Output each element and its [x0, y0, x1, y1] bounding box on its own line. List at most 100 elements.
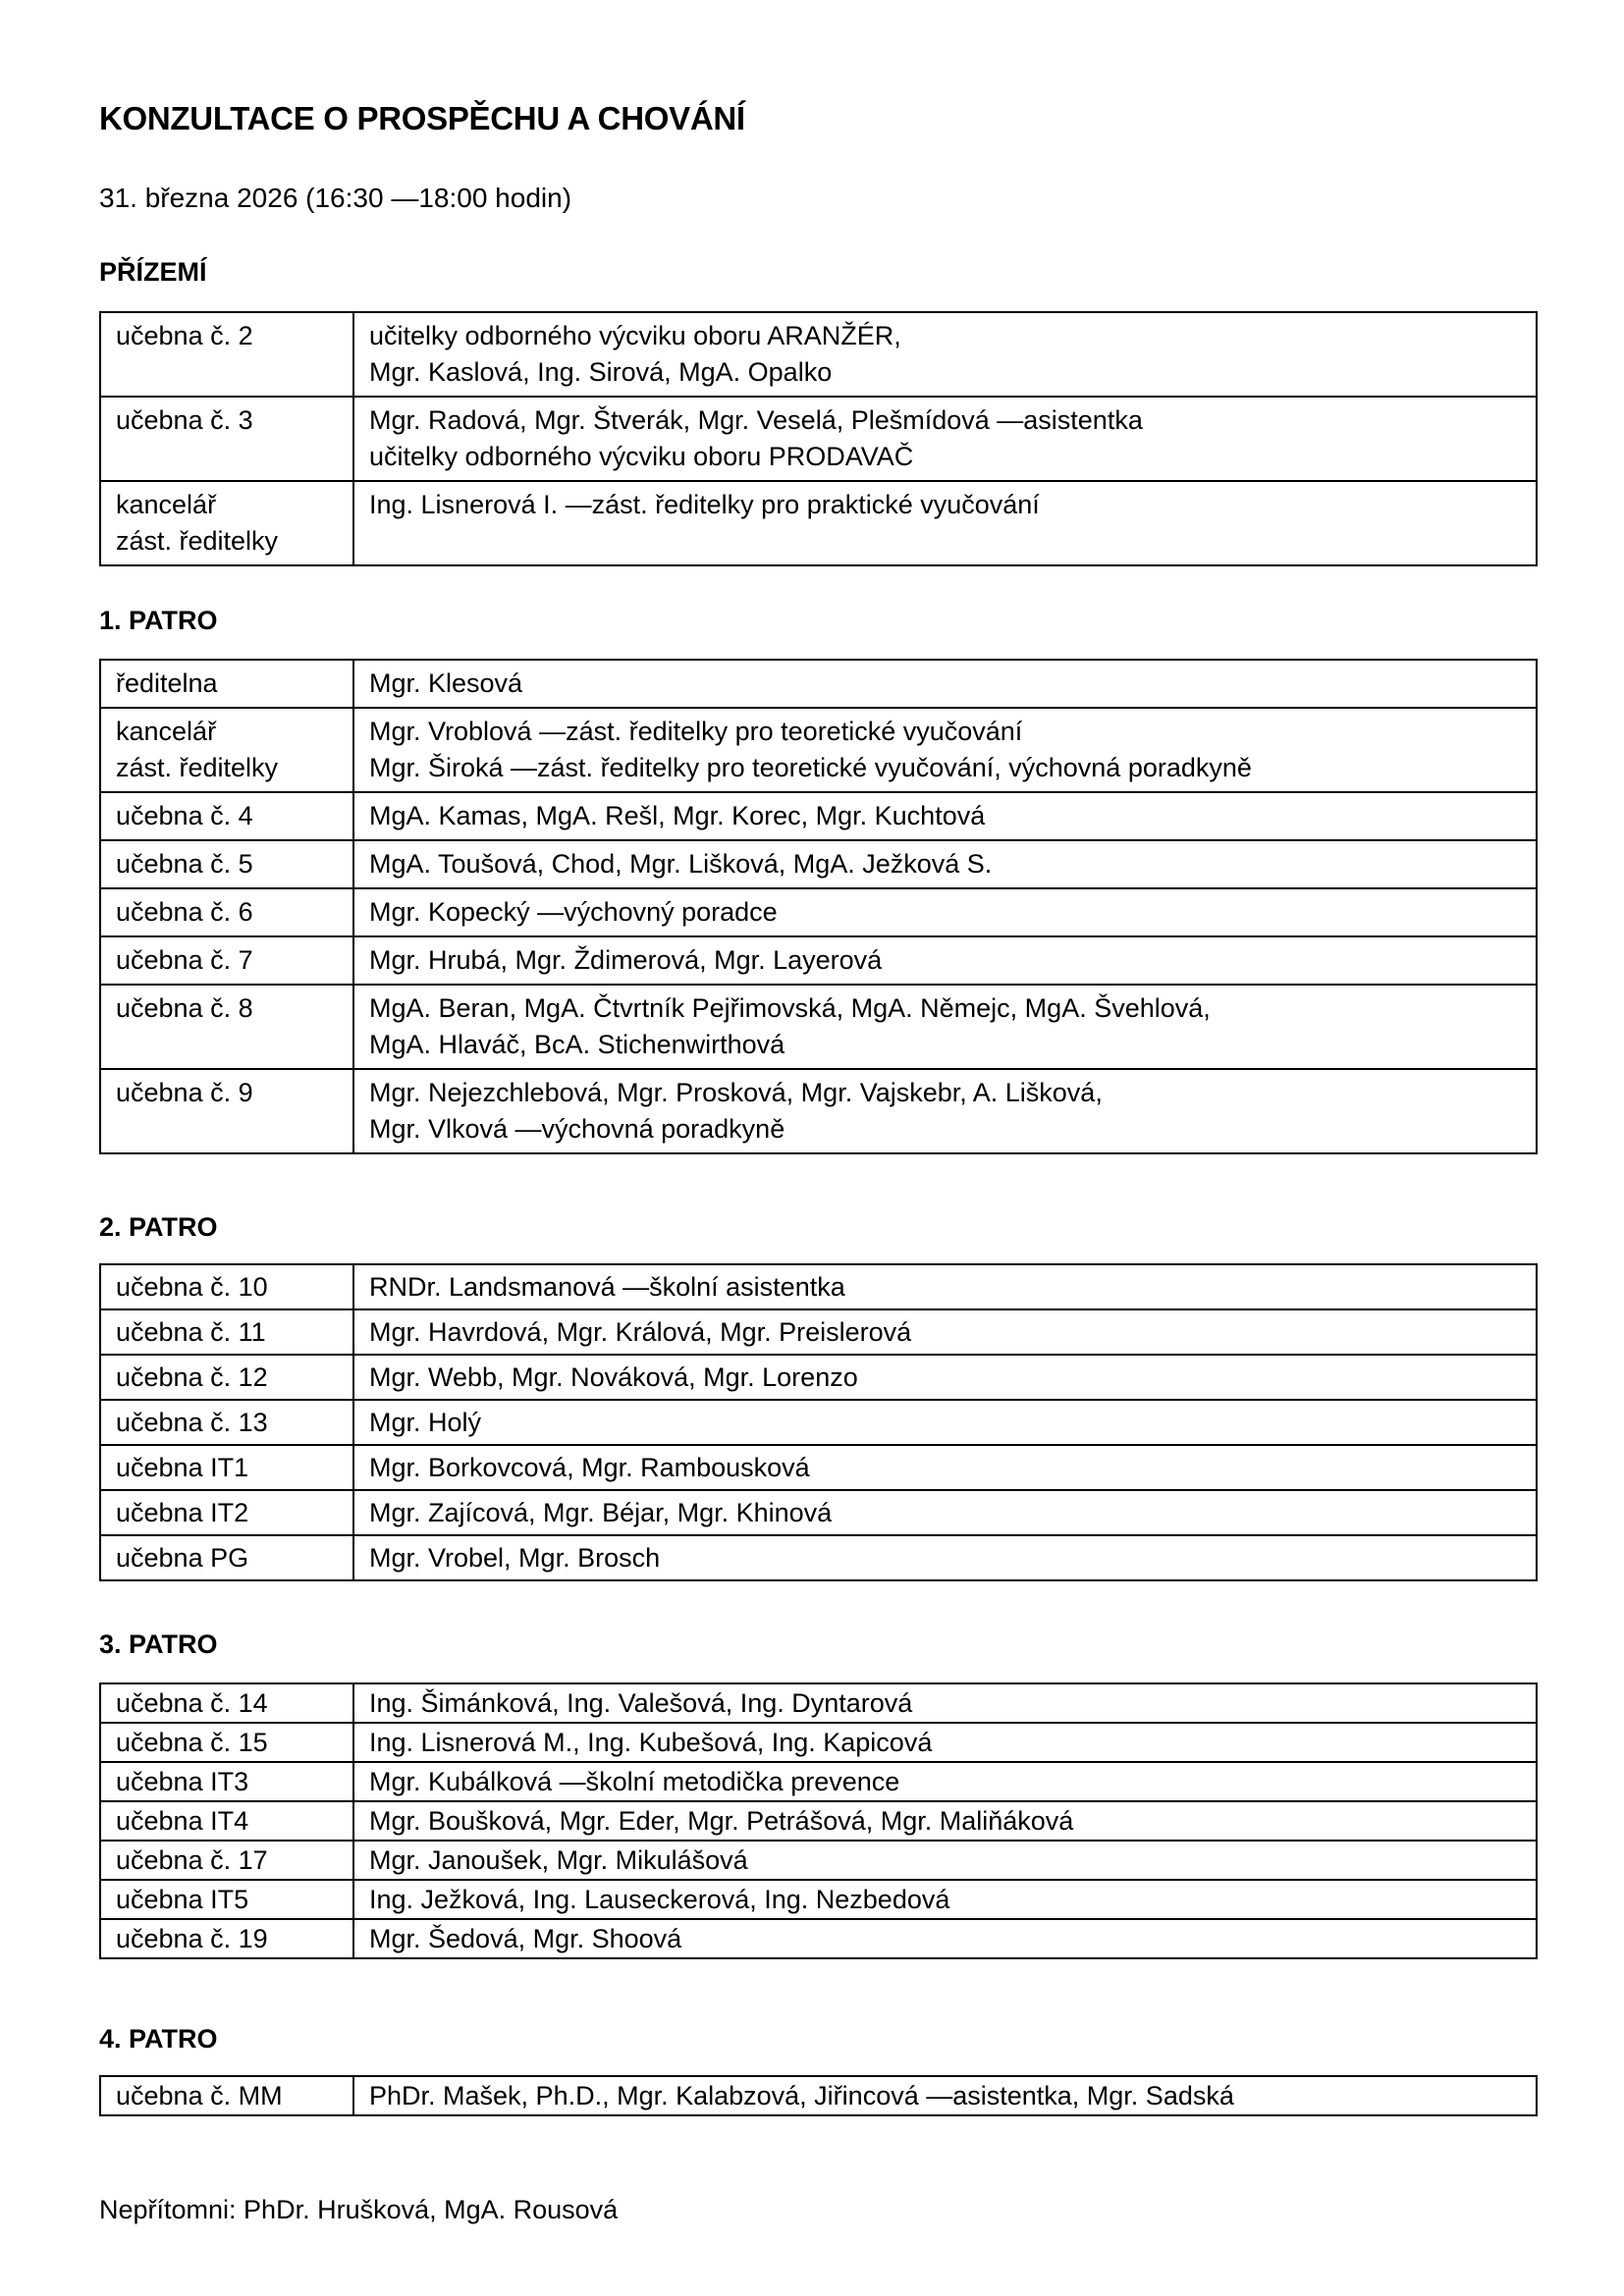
room-cell: učebna č. 19	[99, 1918, 354, 1959]
table-row: učebna PG Mgr. Vrobel, Mgr. Brosch	[99, 1534, 1538, 1581]
room-cell: učebna č. 2	[99, 311, 354, 398]
table-row: učebna IT1 Mgr. Borkovcová, Mgr. Rambousk…	[99, 1444, 1538, 1491]
room-cell: učebna č. 12	[99, 1354, 354, 1401]
table-row: ředitelna Mgr. Klesová	[99, 659, 1538, 709]
room-label: učebna č. 9	[116, 1078, 253, 1107]
teacher-line: PhDr. Mašek, Ph.D., Mgr. Kalabzová, Jiři…	[369, 2081, 1234, 2110]
room-label: učebna č. 14	[116, 1688, 268, 1718]
people-cell: Ing. Ježková, Ing. Lauseckerová, Ing. Ne…	[352, 1879, 1538, 1920]
room-table: učebna č. 2 učitelky odborného výcviku ob…	[99, 311, 1538, 566]
room-cell: učebna č. 10	[99, 1263, 354, 1310]
room-cell: učebna č. MM	[99, 2075, 354, 2116]
room-cell: učebna IT2	[99, 1489, 354, 1536]
teacher-line: učitelky odborného výcviku oboru PRODAVA…	[369, 442, 914, 471]
people-cell: PhDr. Mašek, Ph.D., Mgr. Kalabzová, Jiři…	[352, 2075, 1538, 2116]
room-cell: učebna č. 7	[99, 935, 354, 986]
room-label: učebna IT2	[116, 1498, 249, 1527]
floor-heading: 1. PATRO	[99, 606, 218, 635]
teacher-line: Mgr. Vroblová —zást. ředitelky pro teore…	[369, 717, 1023, 746]
teacher-line: Mgr. Zajícová, Mgr. Béjar, Mgr. Khinová	[369, 1498, 833, 1527]
people-cell: Mgr. Radová, Mgr. Štverák, Mgr. Veselá, …	[352, 396, 1538, 482]
room-cell: učebna IT3	[99, 1761, 354, 1802]
teacher-line: Mgr. Kubálková —školní metodička prevenc…	[369, 1767, 900, 1796]
room-cell: kancelář zást. ředitelky	[99, 707, 354, 793]
room-cell: učebna č. 14	[99, 1682, 354, 1724]
room-table: učebna č. 14 Ing. Šimánková, Ing. Valešov…	[99, 1682, 1538, 1959]
teacher-line: Mgr. Radová, Mgr. Štverák, Mgr. Veselá, …	[369, 405, 1143, 435]
people-cell: Mgr. Borkovcová, Mgr. Rambousková	[352, 1444, 1538, 1491]
people-cell: Ing. Lisnerová I. —zást. ředitelky pro p…	[352, 480, 1538, 566]
table-row: učebna č. 5 MgA. Toušová, Chod, Mgr. Lišk…	[99, 839, 1538, 889]
teacher-line: Mgr. Vrobel, Mgr. Brosch	[369, 1543, 661, 1573]
room-cell: učebna č. 13	[99, 1399, 354, 1446]
people-cell: Mgr. Holý	[352, 1399, 1538, 1446]
room-label: učebna č. 3	[116, 405, 253, 435]
people-cell: Mgr. Webb, Mgr. Nováková, Mgr. Lorenzo	[352, 1354, 1538, 1401]
teacher-line: Mgr. Boušková, Mgr. Eder, Mgr. Petrášová…	[369, 1806, 1074, 1836]
people-cell: MgA. Beran, MgA. Čtvrtník Pejřimovská, M…	[352, 984, 1538, 1070]
room-label: učebna č. 13	[116, 1408, 268, 1437]
room-table: ředitelna Mgr. Klesová kancelář zást. ředit…	[99, 659, 1538, 1154]
teacher-line: RNDr. Landsmanová —školní asistentka	[369, 1272, 845, 1302]
people-cell: učitelky odborného výcviku oboru ARANŽÉR…	[352, 311, 1538, 398]
room-cell: učebna č. 17	[99, 1840, 354, 1881]
room-label: učebna č. 5	[116, 849, 253, 879]
table-row: učebna č. 11 Mgr. Havrdová, Mgr. Králová,…	[99, 1308, 1538, 1356]
teacher-line: učitelky odborného výcviku oboru ARANŽÉR…	[369, 321, 901, 350]
teacher-line: Mgr. Vlková —výchovná poradkyně	[369, 1114, 785, 1144]
teacher-line: Mgr. Kaslová, Ing. Sirová, MgA. Opalko	[369, 357, 833, 387]
floor-heading: 3. PATRO	[99, 1629, 218, 1659]
room-table: učebna č. MM PhDr. Mašek, Ph.D., Mgr. Kal…	[99, 2075, 1538, 2116]
room-cell: učebna č. 6	[99, 887, 354, 937]
people-cell: Ing. Lisnerová M., Ing. Kubešová, Ing. K…	[352, 1722, 1538, 1763]
room-label: učebna č. 15	[116, 1728, 268, 1757]
room-label: zást. ředitelky	[116, 753, 279, 782]
table-row: učebna č. 9 Mgr. Nejezchlebová, Mgr. Pros…	[99, 1068, 1538, 1154]
teacher-line: MgA. Hlaváč, BcA. Stichenwirthová	[369, 1030, 785, 1059]
teacher-line: Mgr. Kopecký —výchovný poradce	[369, 897, 778, 927]
room-label: učebna č. 6	[116, 897, 253, 927]
room-label: učebna č. 2	[116, 321, 253, 350]
teacher-line: Mgr. Hrubá, Mgr. Ždimerová, Mgr. Layerov…	[369, 945, 883, 975]
room-label: učebna PG	[116, 1543, 249, 1573]
room-cell: učebna IT4	[99, 1800, 354, 1842]
table-row: učebna č. 6 Mgr. Kopecký —výchovný poradc…	[99, 887, 1538, 937]
table-row: kancelář zást. ředitelky Ing. Lisnerová I.…	[99, 480, 1538, 566]
room-cell: učebna č. 3	[99, 396, 354, 482]
room-label: učebna IT4	[116, 1806, 249, 1836]
people-cell: Mgr. Boušková, Mgr. Eder, Mgr. Petrášová…	[352, 1800, 1538, 1842]
people-cell: Mgr. Vroblová —zást. ředitelky pro teore…	[352, 707, 1538, 793]
teacher-line: Ing. Ježková, Ing. Lauseckerová, Ing. Ne…	[369, 1885, 950, 1914]
table-row: učebna č. 15 Ing. Lisnerová M., Ing. Kube…	[99, 1722, 1538, 1763]
teacher-line: Mgr. Šedová, Mgr. Shoová	[369, 1924, 682, 1953]
room-cell: učebna IT1	[99, 1444, 354, 1491]
room-cell: kancelář zást. ředitelky	[99, 480, 354, 566]
people-cell: Mgr. Kopecký —výchovný poradce	[352, 887, 1538, 937]
teacher-line: Mgr. Holý	[369, 1408, 482, 1437]
people-cell: Mgr. Vrobel, Mgr. Brosch	[352, 1534, 1538, 1581]
table-row: učebna č. MM PhDr. Mašek, Ph.D., Mgr. Kal…	[99, 2075, 1538, 2116]
table-row: učebna č. 4 MgA. Kamas, MgA. Rešl, Mgr. K…	[99, 791, 1538, 841]
table-row: učebna č. 3 Mgr. Radová, Mgr. Štverák, Mg…	[99, 396, 1538, 482]
people-cell: Mgr. Havrdová, Mgr. Králová, Mgr. Preisl…	[352, 1308, 1538, 1356]
room-label: učebna č. 10	[116, 1272, 268, 1302]
people-cell: Mgr. Šedová, Mgr. Shoová	[352, 1918, 1538, 1959]
table-row: učebna č. 8 MgA. Beran, MgA. Čtvrtník Pej…	[99, 984, 1538, 1070]
room-label: ředitelna	[116, 668, 218, 698]
table-row: učebna č. 17 Mgr. Janoušek, Mgr. Mikulášo…	[99, 1840, 1538, 1881]
room-cell: učebna č. 15	[99, 1722, 354, 1763]
teacher-line: MgA. Kamas, MgA. Rešl, Mgr. Korec, Mgr. …	[369, 801, 986, 830]
room-label: učebna IT3	[116, 1767, 249, 1796]
room-cell: učebna PG	[99, 1534, 354, 1581]
table-row: učebna č. 7 Mgr. Hrubá, Mgr. Ždimerová, M…	[99, 935, 1538, 986]
people-cell: Ing. Šimánková, Ing. Valešová, Ing. Dynt…	[352, 1682, 1538, 1724]
table-row: učebna č. 13 Mgr. Holý	[99, 1399, 1538, 1446]
room-label: učebna č. 4	[116, 801, 253, 830]
teacher-line: Mgr. Nejezchlebová, Mgr. Prosková, Mgr. …	[369, 1078, 1103, 1107]
table-row: učebna č. 2 učitelky odborného výcviku ob…	[99, 311, 1538, 398]
teacher-line: Ing. Šimánková, Ing. Valešová, Ing. Dynt…	[369, 1688, 913, 1718]
teacher-line: Mgr. Havrdová, Mgr. Králová, Mgr. Preisl…	[369, 1317, 912, 1347]
people-cell: Mgr. Zajícová, Mgr. Béjar, Mgr. Khinová	[352, 1489, 1538, 1536]
table-row: učebna č. 12 Mgr. Webb, Mgr. Nováková, Mg…	[99, 1354, 1538, 1401]
people-cell: MgA. Kamas, MgA. Rešl, Mgr. Korec, Mgr. …	[352, 791, 1538, 841]
